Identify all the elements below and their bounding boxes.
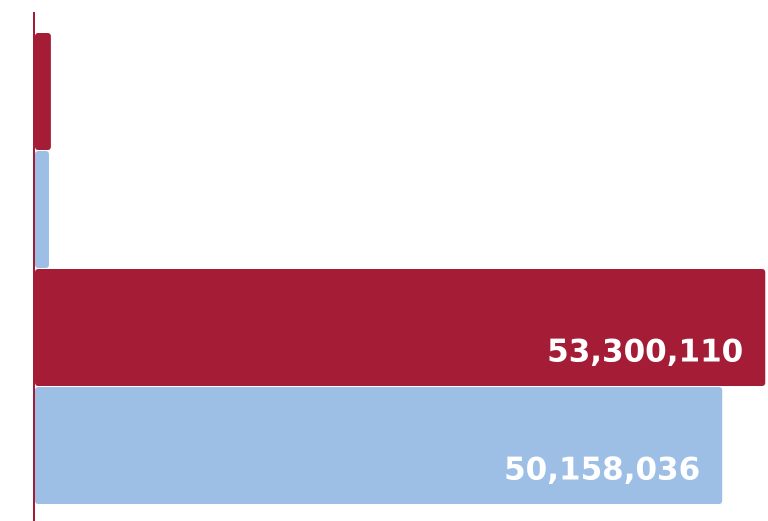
bar xyxy=(35,33,51,150)
bar xyxy=(35,151,49,268)
value-label: 53,300,110 xyxy=(547,334,743,370)
bar xyxy=(35,387,723,504)
bar xyxy=(35,269,766,386)
value-label: 50,158,036 xyxy=(504,452,700,488)
